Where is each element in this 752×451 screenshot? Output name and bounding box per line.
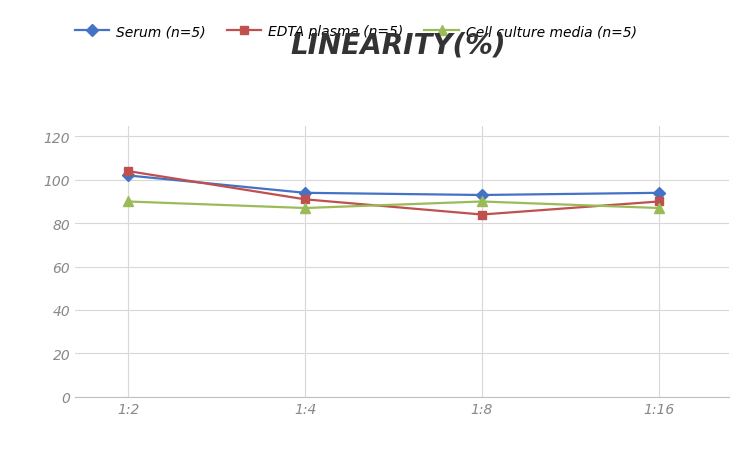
Serum (n=5)	[654, 191, 663, 196]
EDTA plasma (n=5)	[654, 199, 663, 205]
Line: Cell culture media (n=5): Cell culture media (n=5)	[123, 197, 663, 213]
EDTA plasma (n=5)	[478, 212, 487, 218]
Legend: Serum (n=5), EDTA plasma (n=5), Cell culture media (n=5): Serum (n=5), EDTA plasma (n=5), Cell cul…	[69, 19, 643, 45]
Serum (n=5)	[124, 173, 133, 179]
Cell culture media (n=5)	[301, 206, 310, 211]
Serum (n=5)	[301, 191, 310, 196]
Line: Serum (n=5): Serum (n=5)	[124, 172, 663, 200]
EDTA plasma (n=5)	[301, 197, 310, 202]
Cell culture media (n=5)	[124, 199, 133, 205]
Line: EDTA plasma (n=5): EDTA plasma (n=5)	[124, 168, 663, 219]
Cell culture media (n=5)	[478, 199, 487, 205]
Cell culture media (n=5)	[654, 206, 663, 211]
EDTA plasma (n=5)	[124, 169, 133, 175]
Serum (n=5)	[478, 193, 487, 198]
Text: LINEARITY(%): LINEARITY(%)	[291, 32, 506, 60]
